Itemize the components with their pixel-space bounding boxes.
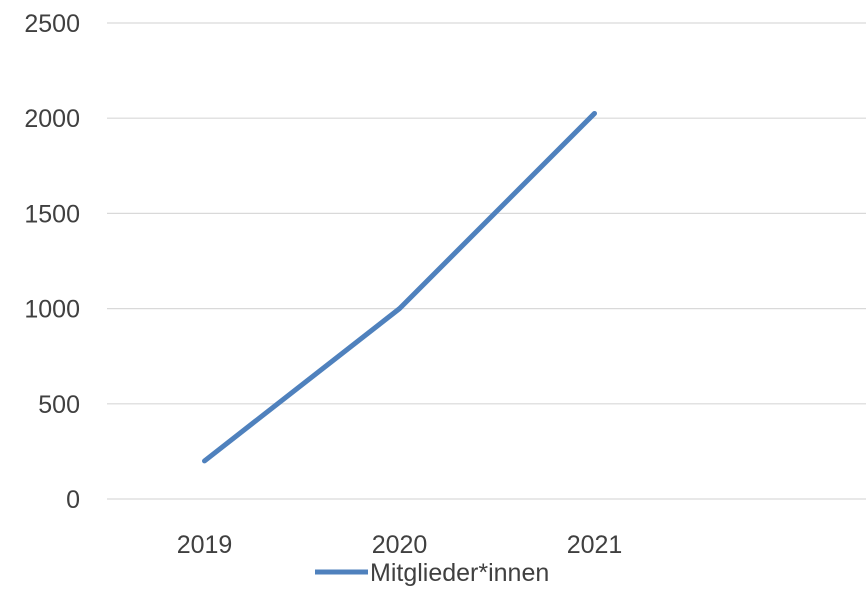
x-tick-label: 2019 xyxy=(177,531,233,559)
y-tick-label: 2500 xyxy=(24,10,80,38)
series-layer xyxy=(202,110,597,464)
legend-label: Mitglieder*innen xyxy=(370,559,549,587)
y-tick-label: 0 xyxy=(66,486,80,514)
x-tick-label: 2020 xyxy=(372,531,428,559)
x-tick-label: 2021 xyxy=(567,531,623,559)
series-line xyxy=(202,110,597,464)
legend: Mitglieder*innen xyxy=(315,559,549,587)
y-tick-label: 1500 xyxy=(24,200,80,228)
y-tick-label: 500 xyxy=(38,391,80,419)
gridlines xyxy=(107,22,866,500)
x-axis-ticks: 2019 2020 2021 xyxy=(177,531,623,559)
y-tick-label: 2000 xyxy=(24,105,80,133)
y-axis-ticks: 0 500 1000 1500 2000 2500 xyxy=(24,10,80,514)
y-tick-label: 1000 xyxy=(24,296,80,324)
